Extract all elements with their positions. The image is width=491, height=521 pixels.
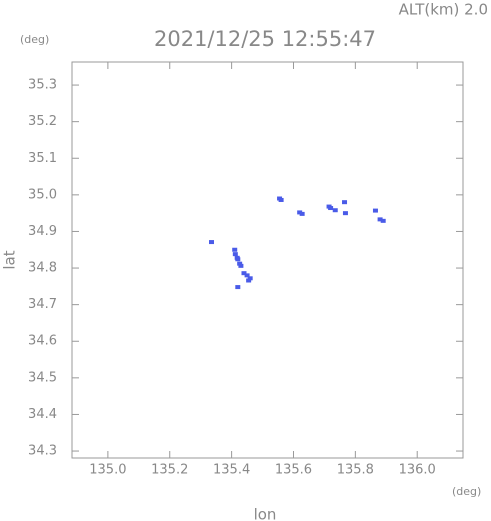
y-axis-label: lat [1, 250, 19, 269]
point [238, 263, 244, 268]
point [278, 197, 284, 202]
y-unit: (deg) [20, 33, 49, 46]
point [342, 200, 348, 205]
x-tick-label: 135.4 [213, 463, 250, 478]
point [299, 211, 305, 216]
point [232, 252, 238, 257]
point [342, 211, 348, 216]
chart-title: 2021/12/25 12:55:47 [154, 27, 376, 51]
y-tick-label: 34.8 [28, 261, 57, 276]
subtitle: ALT(km) 2.0 [399, 1, 488, 19]
y-tick-label: 35.2 [28, 114, 57, 129]
point [332, 208, 338, 213]
y-tick-label: 34.3 [28, 444, 57, 459]
point [380, 218, 386, 223]
y-tick-label: 34.4 [28, 407, 57, 422]
plot-frame [71, 61, 464, 459]
point [246, 278, 252, 283]
x-unit: (deg) [452, 485, 481, 498]
point [247, 276, 253, 281]
x-tick-label: 135.0 [89, 463, 126, 478]
y-tick-label: 34.7 [28, 297, 57, 312]
y-tick-label: 34.9 [28, 224, 57, 239]
x-tick-label: 135.2 [151, 463, 188, 478]
y-tick-label: 34.5 [28, 370, 57, 385]
point [372, 208, 378, 213]
point [235, 257, 241, 262]
y-tick-label: 34.6 [28, 334, 57, 349]
point [244, 273, 250, 278]
x-tick-label: 135.6 [275, 463, 312, 478]
y-tick-label: 35.3 [28, 78, 57, 93]
x-tick-label: 136.0 [399, 463, 436, 478]
x-tick-label: 135.8 [337, 463, 374, 478]
y-tick-label: 35.0 [28, 187, 57, 202]
y-tick-label: 35.1 [28, 151, 57, 166]
point [232, 247, 238, 252]
point [241, 271, 247, 276]
point [235, 285, 241, 290]
point [237, 261, 243, 266]
point [209, 240, 215, 245]
point [377, 217, 383, 222]
point [328, 206, 334, 211]
x-axis-label: lon [254, 506, 277, 521]
